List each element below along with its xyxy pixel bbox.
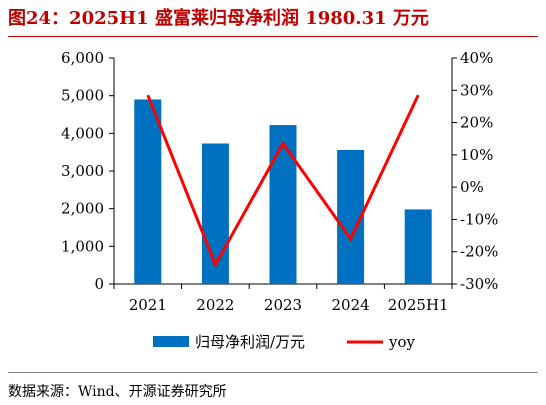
bar-2023 xyxy=(269,125,297,285)
bar-2021 xyxy=(134,99,162,284)
x-axis-tick-label: 2023 xyxy=(264,296,302,314)
right-axis-tick-label: -30% xyxy=(460,275,498,293)
right-axis-tick-label: -10% xyxy=(460,210,498,228)
title-divider xyxy=(8,36,538,37)
combo-chart: 0 1,000 2,000 3,000 4,000 5,000 6,000 -30% -20% -… xyxy=(61,49,498,351)
x-axis-tick-label: 2021 xyxy=(129,296,167,314)
x-axis-tick-label: 2022 xyxy=(196,296,234,314)
left-axis-tick-label: 3,000 xyxy=(61,162,104,180)
legend-line-label: yoy xyxy=(388,333,416,351)
right-axis-tick-label: -20% xyxy=(460,243,498,261)
right-axis-tick-label: 30% xyxy=(460,81,493,99)
legend-bar-label: 归母净利润/万元 xyxy=(195,333,305,351)
x-axis-tick-label: 2024 xyxy=(332,296,370,314)
footer-divider xyxy=(8,372,538,373)
right-axis-tick-label: 0% xyxy=(460,178,484,196)
source-note: 数据来源：Wind、开源证券研究所 xyxy=(8,384,227,400)
left-axis-tick-label: 1,000 xyxy=(61,237,104,255)
right-axis-tick-label: 40% xyxy=(460,49,493,67)
left-axis-tick-label: 2,000 xyxy=(61,200,104,218)
left-axis-tick-label: 4,000 xyxy=(61,124,104,142)
left-axis-tick-label: 5,000 xyxy=(61,87,104,105)
left-axis-tick-label: 0 xyxy=(94,275,104,293)
right-axis-tick-label: 10% xyxy=(460,146,493,164)
chart-title: 图24：2025H1 盛富莱归母净利润 1980.31 万元 xyxy=(8,8,429,29)
x-axis-tick-label: 2025H1 xyxy=(388,296,449,314)
left-axis-tick-label: 6,000 xyxy=(61,49,104,67)
bar-2025H1 xyxy=(404,209,432,284)
right-axis-tick-label: 20% xyxy=(460,114,493,132)
legend-bar-swatch xyxy=(153,336,189,347)
